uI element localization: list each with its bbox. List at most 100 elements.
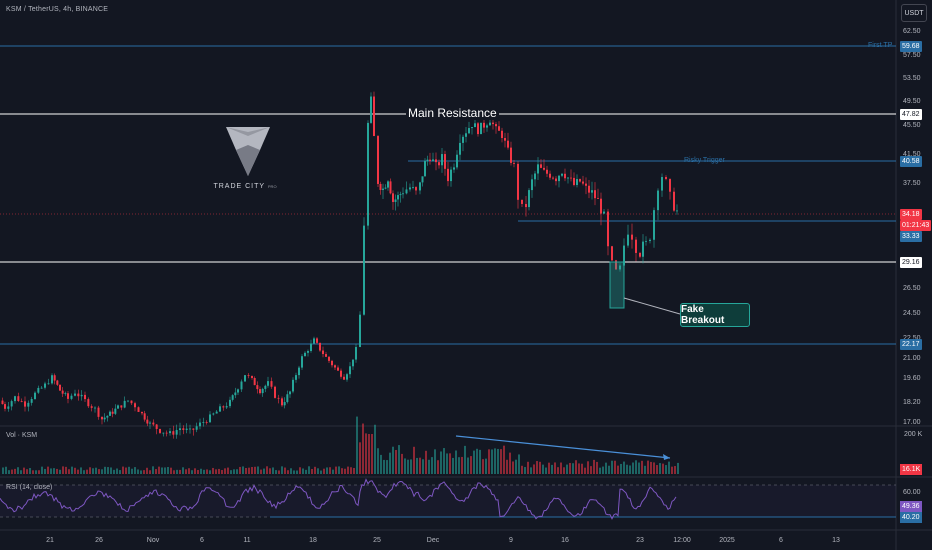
- volume-bar: [362, 423, 364, 474]
- candle-body: [159, 428, 161, 433]
- candle-body: [17, 396, 20, 402]
- first-tp-label: First TP: [868, 42, 893, 49]
- volume-bar: [305, 469, 307, 474]
- candle-body: [53, 375, 56, 381]
- currency-button[interactable]: USDT: [901, 4, 927, 22]
- volume-bar: [134, 467, 136, 474]
- volume-bar: [314, 466, 316, 474]
- candle-body: [489, 122, 491, 126]
- volume-bar: [389, 452, 391, 474]
- candle-body: [349, 366, 351, 375]
- rsi-value-tag: 49.36: [900, 501, 922, 512]
- logo-text: TRADE CITY PRO: [213, 183, 277, 190]
- volume-bar: [29, 468, 31, 474]
- volume-bar: [371, 434, 373, 474]
- volume-bar: [266, 466, 268, 474]
- candle-body: [492, 122, 494, 125]
- volume-bar: [485, 458, 487, 474]
- volume-bar: [653, 462, 655, 474]
- risky-trigger-label: Risky Trigger: [684, 157, 725, 164]
- volume-bar: [137, 469, 139, 474]
- candle-body: [117, 405, 119, 409]
- candle-body: [521, 199, 523, 204]
- volume-bar: [59, 469, 61, 474]
- volume-bar: [14, 468, 16, 474]
- candle-body: [355, 347, 357, 360]
- volume-bar: [431, 457, 433, 474]
- symbol-title[interactable]: KSM / TetherUS, 4h, BINANCE: [6, 6, 109, 13]
- volume-bar: [440, 451, 442, 474]
- candle-body: [64, 393, 67, 395]
- volume-bar: [176, 469, 178, 474]
- candle-body: [182, 428, 185, 430]
- candle-body: [47, 383, 50, 385]
- candle-body: [304, 352, 306, 357]
- volume-bar: [272, 467, 274, 474]
- volume-bar: [443, 448, 445, 474]
- candle-body: [676, 210, 678, 212]
- candle-body: [537, 164, 539, 174]
- volume-bar: [662, 463, 664, 474]
- volume-bar: [677, 462, 679, 474]
- candle-body: [615, 260, 617, 270]
- volume-bar: [335, 466, 337, 474]
- candle-body: [597, 198, 599, 199]
- volume-bar: [524, 467, 526, 474]
- volume-bar: [173, 470, 175, 474]
- volume-bar: [533, 464, 535, 474]
- volume-bar: [158, 466, 160, 474]
- volume-bar: [80, 467, 82, 474]
- candle-body: [549, 173, 551, 178]
- time-tick: 2025: [719, 537, 735, 544]
- price-pane[interactable]: [0, 0, 896, 425]
- volume-bar: [641, 460, 643, 474]
- volume-bar: [623, 461, 625, 474]
- price-tag: 40.58: [900, 156, 922, 167]
- volume-bar: [500, 449, 502, 474]
- volume-bar: [110, 467, 112, 474]
- logo-name: TRADE CITY: [213, 183, 265, 190]
- price-tag: 33.33: [900, 231, 922, 242]
- volume-bar: [413, 446, 415, 474]
- volume-bar: [527, 461, 529, 474]
- candle-body: [10, 401, 13, 407]
- candle-body: [531, 179, 533, 191]
- candle-body: [244, 375, 246, 382]
- price-tick: 41.50: [903, 151, 921, 158]
- time-tick: 6: [779, 537, 783, 544]
- volume-layer: [2, 416, 679, 474]
- candle-body: [7, 406, 10, 409]
- volume-bar: [344, 468, 346, 474]
- candle-body: [673, 191, 675, 211]
- candle-body: [281, 398, 283, 406]
- volume-bar: [56, 468, 58, 474]
- rsi-label[interactable]: RSI (14, close): [6, 484, 53, 491]
- volume-bar: [404, 458, 406, 474]
- candle-body: [80, 394, 83, 397]
- volume-bar: [167, 466, 169, 474]
- candle-body: [179, 428, 181, 431]
- volume-bar: [308, 466, 310, 474]
- candle-body: [111, 411, 114, 414]
- candle-body: [465, 133, 467, 137]
- candle-body: [377, 136, 379, 184]
- volume-bar: [152, 466, 154, 474]
- candle-body: [240, 381, 243, 390]
- volume-bar: [434, 449, 436, 474]
- candle-body: [343, 376, 345, 380]
- candle-body: [152, 422, 155, 425]
- fake-breakout-label[interactable]: Fake Breakout: [680, 303, 750, 327]
- volume-bar: [242, 466, 244, 474]
- candle-body: [143, 413, 146, 420]
- candle-body: [453, 167, 455, 170]
- candle-body: [106, 415, 109, 418]
- candles-layer: [1, 91, 678, 439]
- volume-bar: [302, 468, 304, 474]
- volume-bar: [377, 448, 379, 474]
- fake-breakout-zone[interactable]: [609, 261, 625, 309]
- volume-bar: [644, 465, 646, 474]
- volume-label[interactable]: Vol · KSM: [6, 432, 38, 439]
- volume-bar: [626, 464, 628, 474]
- volume-bar: [359, 442, 361, 474]
